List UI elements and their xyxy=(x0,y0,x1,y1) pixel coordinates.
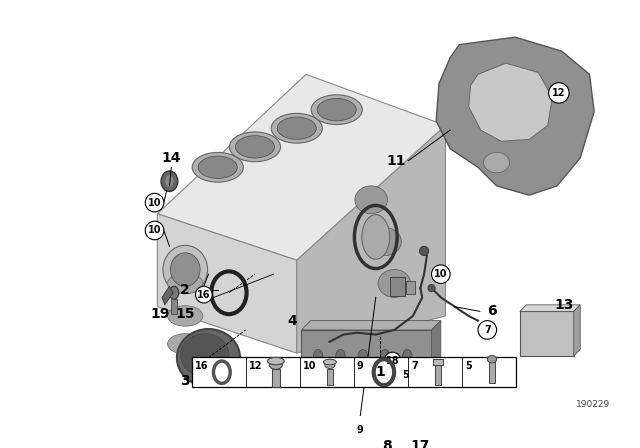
Ellipse shape xyxy=(192,152,243,182)
Text: 13: 13 xyxy=(555,298,574,312)
Ellipse shape xyxy=(168,334,203,354)
Text: 9: 9 xyxy=(357,361,364,371)
Text: 17: 17 xyxy=(411,439,430,448)
Bar xyxy=(192,357,516,387)
Ellipse shape xyxy=(324,361,335,369)
Text: 5: 5 xyxy=(402,370,409,379)
Text: 6: 6 xyxy=(487,304,497,319)
Polygon shape xyxy=(468,63,552,141)
Text: 10: 10 xyxy=(148,225,161,236)
Bar xyxy=(390,277,404,296)
Ellipse shape xyxy=(358,349,367,362)
Ellipse shape xyxy=(268,358,284,365)
Circle shape xyxy=(145,193,164,212)
Text: 16: 16 xyxy=(197,289,211,300)
Ellipse shape xyxy=(163,246,207,294)
Text: 10: 10 xyxy=(434,269,447,279)
Ellipse shape xyxy=(314,349,323,362)
Circle shape xyxy=(478,321,497,339)
Text: 3: 3 xyxy=(180,374,190,388)
Ellipse shape xyxy=(355,186,387,214)
Ellipse shape xyxy=(369,228,401,255)
Ellipse shape xyxy=(380,349,390,362)
Bar xyxy=(301,330,431,381)
Polygon shape xyxy=(301,321,441,330)
Ellipse shape xyxy=(487,356,497,363)
Bar xyxy=(327,369,333,385)
Circle shape xyxy=(351,421,369,439)
Polygon shape xyxy=(157,214,297,353)
Circle shape xyxy=(548,83,569,103)
Polygon shape xyxy=(436,37,594,195)
Text: 14: 14 xyxy=(161,151,181,165)
Bar xyxy=(272,369,280,387)
Text: 1: 1 xyxy=(376,365,385,379)
Text: 10: 10 xyxy=(148,198,161,207)
Ellipse shape xyxy=(168,306,203,326)
Bar xyxy=(433,359,443,365)
Circle shape xyxy=(419,246,429,255)
Ellipse shape xyxy=(236,136,275,158)
Ellipse shape xyxy=(317,99,356,121)
Ellipse shape xyxy=(161,171,178,191)
Polygon shape xyxy=(520,305,580,311)
Text: 16: 16 xyxy=(195,361,209,371)
Text: 5: 5 xyxy=(465,361,472,371)
Polygon shape xyxy=(162,286,173,305)
Ellipse shape xyxy=(378,270,411,297)
Ellipse shape xyxy=(403,349,412,362)
Circle shape xyxy=(431,265,450,284)
Circle shape xyxy=(428,284,435,292)
Text: 8: 8 xyxy=(382,439,392,448)
Ellipse shape xyxy=(323,359,337,365)
Text: 18: 18 xyxy=(386,356,399,366)
Ellipse shape xyxy=(164,175,174,188)
Ellipse shape xyxy=(180,334,229,376)
Circle shape xyxy=(397,366,414,383)
Text: 190229: 190229 xyxy=(576,400,610,409)
Ellipse shape xyxy=(336,349,345,362)
Text: 15: 15 xyxy=(175,307,195,321)
Text: 4: 4 xyxy=(287,314,297,327)
Polygon shape xyxy=(297,125,445,353)
Text: 12: 12 xyxy=(249,361,262,371)
Text: 11: 11 xyxy=(387,154,406,168)
Text: 9: 9 xyxy=(356,425,364,435)
Ellipse shape xyxy=(168,273,203,294)
Circle shape xyxy=(145,221,164,240)
Bar xyxy=(520,311,573,356)
Ellipse shape xyxy=(271,113,323,143)
Bar xyxy=(172,299,177,314)
Bar xyxy=(406,280,415,294)
Text: 7: 7 xyxy=(411,361,418,371)
Text: 10: 10 xyxy=(303,361,316,371)
Ellipse shape xyxy=(170,286,179,299)
Polygon shape xyxy=(573,305,580,356)
Ellipse shape xyxy=(484,152,509,173)
Bar xyxy=(489,361,495,383)
Text: 2: 2 xyxy=(180,283,190,297)
Polygon shape xyxy=(157,74,445,260)
Ellipse shape xyxy=(198,156,237,178)
Polygon shape xyxy=(431,321,441,381)
Text: 19: 19 xyxy=(150,307,170,321)
Circle shape xyxy=(384,352,401,369)
Ellipse shape xyxy=(170,253,200,286)
Ellipse shape xyxy=(311,95,362,125)
Ellipse shape xyxy=(277,117,316,139)
Ellipse shape xyxy=(269,360,282,370)
Ellipse shape xyxy=(229,132,280,162)
Text: 12: 12 xyxy=(552,88,566,98)
Text: 7: 7 xyxy=(484,325,491,335)
Bar xyxy=(435,361,441,385)
Circle shape xyxy=(195,286,212,303)
Ellipse shape xyxy=(362,215,390,259)
Ellipse shape xyxy=(177,329,240,387)
